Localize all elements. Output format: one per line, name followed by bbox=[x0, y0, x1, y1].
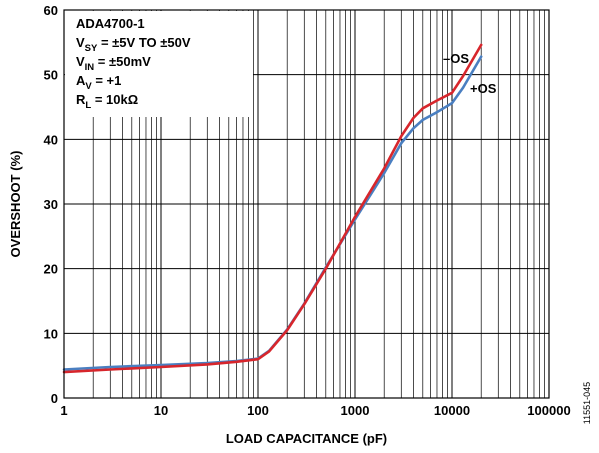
condition-main: R bbox=[76, 92, 86, 107]
x-tick-label: 10 bbox=[154, 403, 168, 418]
condition-value: = ±5V TO ±50V bbox=[97, 35, 190, 50]
plot-frame bbox=[63, 9, 550, 399]
y-tick-label: 60 bbox=[44, 3, 58, 18]
condition-subscript: L bbox=[85, 100, 91, 111]
conditions-box bbox=[65, 11, 253, 117]
y-tick-label: 40 bbox=[44, 132, 58, 147]
y-tick-label: 0 bbox=[51, 391, 58, 406]
x-axis-label: LOAD CAPACITANCE (pF) bbox=[226, 431, 387, 446]
y-axis-label: OVERSHOOT (%) bbox=[8, 151, 23, 258]
tick-labels: 1 10 100 1000 10000 100000 0 10 20 30 40 50 60 bbox=[44, 3, 571, 418]
x-tick-label: 1 bbox=[60, 403, 67, 418]
condition-subscript: V bbox=[85, 81, 92, 92]
series-line-minus-os bbox=[62, 43, 483, 374]
condition-line: RL = 10kΩ bbox=[76, 92, 138, 111]
x-tick-label: 10000 bbox=[434, 403, 470, 418]
figure-number: 11551-045 bbox=[582, 382, 592, 424]
condition-subscript: IN bbox=[85, 62, 95, 73]
series-label-plus-os: +OS bbox=[470, 81, 497, 96]
condition-line: VSY = ±5V TO ±50V bbox=[76, 35, 191, 54]
condition-line: ADA4700-1 bbox=[76, 16, 145, 31]
series-labels: –OS+OS bbox=[443, 51, 497, 96]
condition-value: = +1 bbox=[92, 73, 122, 88]
condition-main: A bbox=[76, 73, 86, 88]
condition-main: ADA4700-1 bbox=[76, 16, 145, 31]
condition-main: V bbox=[76, 35, 85, 50]
condition-subscript: SY bbox=[85, 43, 98, 54]
y-tick-label: 50 bbox=[44, 68, 58, 83]
y-tick-label: 30 bbox=[44, 197, 58, 212]
x-tick-label: 100000 bbox=[527, 403, 570, 418]
condition-line: VIN = ±50mV bbox=[76, 54, 151, 73]
condition-value: = 10kΩ bbox=[91, 92, 138, 107]
series-label-minus-os: –OS bbox=[443, 51, 469, 66]
condition-main: V bbox=[76, 54, 85, 69]
y-tick-label: 20 bbox=[44, 262, 58, 277]
series-layer bbox=[62, 43, 483, 374]
condition-line: AV = +1 bbox=[76, 73, 121, 92]
x-tick-label: 100 bbox=[247, 403, 269, 418]
x-tick-label: 1000 bbox=[341, 403, 370, 418]
condition-value: = ±50mV bbox=[94, 54, 151, 69]
y-tick-label: 10 bbox=[44, 326, 58, 341]
